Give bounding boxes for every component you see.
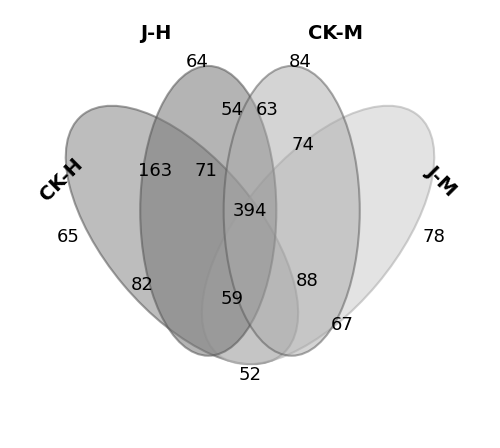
Text: 54: 54 [221,101,244,119]
Text: 394: 394 [233,202,267,220]
Text: CK-H: CK-H [36,155,86,205]
Text: 74: 74 [291,136,314,154]
Text: J-M: J-M [422,161,460,199]
Ellipse shape [66,106,298,364]
Text: 88: 88 [296,272,318,290]
Text: 52: 52 [238,366,262,384]
Text: 82: 82 [131,276,154,294]
Text: 78: 78 [423,228,446,246]
Text: CK-M: CK-M [308,23,363,43]
Text: 65: 65 [56,228,79,246]
Ellipse shape [224,66,360,356]
Text: J-H: J-H [140,23,172,43]
Text: 163: 163 [138,162,172,180]
Ellipse shape [202,106,434,364]
Ellipse shape [140,66,276,356]
Text: 59: 59 [221,290,244,308]
Text: 64: 64 [186,52,209,70]
Text: 84: 84 [289,52,312,70]
Text: 71: 71 [194,162,218,180]
Text: 63: 63 [256,101,279,119]
Text: 67: 67 [331,316,353,334]
